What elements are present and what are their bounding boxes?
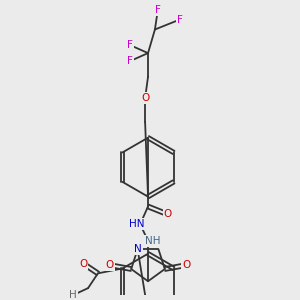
Text: F: F bbox=[128, 56, 133, 66]
Text: O: O bbox=[141, 93, 149, 103]
Text: N: N bbox=[134, 244, 142, 254]
Text: HN: HN bbox=[130, 219, 145, 229]
Text: O: O bbox=[79, 259, 87, 269]
Text: H: H bbox=[69, 290, 77, 300]
Text: O: O bbox=[164, 209, 172, 219]
Text: O: O bbox=[105, 260, 114, 270]
Text: F: F bbox=[128, 40, 133, 50]
Text: O: O bbox=[182, 260, 190, 270]
Text: NH: NH bbox=[145, 236, 161, 246]
Text: F: F bbox=[177, 15, 182, 25]
Text: F: F bbox=[155, 5, 161, 15]
